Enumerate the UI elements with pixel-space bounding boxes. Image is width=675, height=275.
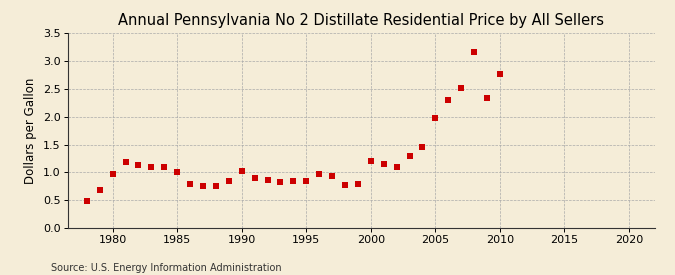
Point — [172, 170, 183, 174]
Point — [352, 182, 363, 186]
Point — [417, 145, 428, 149]
Point — [327, 174, 338, 178]
Point — [468, 50, 479, 54]
Point — [392, 165, 402, 170]
Point — [443, 98, 454, 102]
Point — [133, 163, 144, 167]
Y-axis label: Dollars per Gallon: Dollars per Gallon — [24, 78, 37, 184]
Point — [185, 182, 196, 186]
Point — [236, 169, 247, 174]
Point — [249, 176, 260, 180]
Text: Source: U.S. Energy Information Administration: Source: U.S. Energy Information Administ… — [51, 263, 281, 273]
Point — [211, 184, 221, 188]
Point — [456, 86, 466, 90]
Point — [82, 199, 92, 204]
Point — [223, 179, 234, 184]
Point — [275, 180, 286, 184]
Point — [107, 172, 118, 176]
Point — [495, 72, 506, 76]
Title: Annual Pennsylvania No 2 Distillate Residential Price by All Sellers: Annual Pennsylvania No 2 Distillate Resi… — [118, 13, 604, 28]
Point — [120, 160, 131, 165]
Point — [262, 178, 273, 182]
Point — [159, 165, 169, 170]
Point — [340, 183, 350, 187]
Point — [314, 172, 325, 176]
Point — [95, 188, 105, 192]
Point — [288, 179, 299, 184]
Point — [301, 179, 312, 184]
Point — [198, 184, 209, 188]
Point — [378, 162, 389, 166]
Point — [481, 95, 492, 100]
Point — [404, 154, 415, 158]
Point — [430, 116, 441, 120]
Point — [365, 159, 376, 164]
Point — [146, 165, 157, 170]
